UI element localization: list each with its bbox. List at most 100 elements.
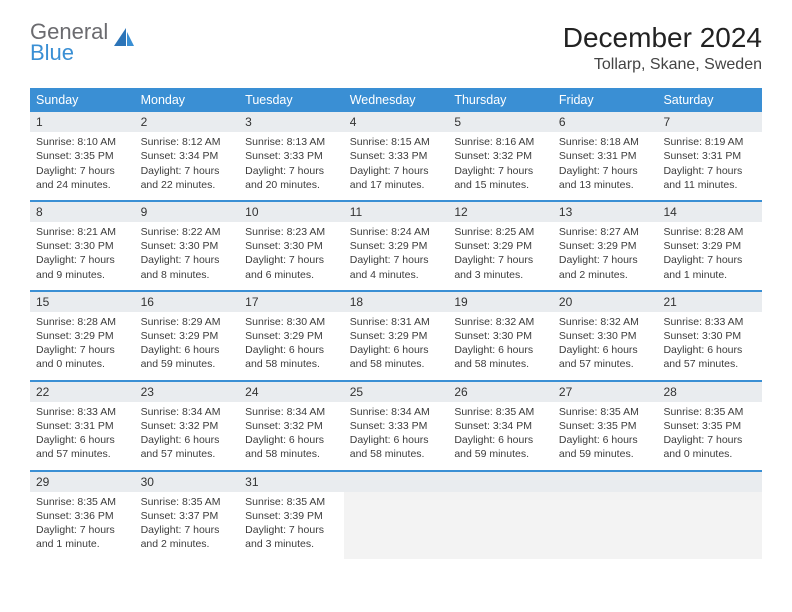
sunrise-text: Sunrise: 8:35 AM xyxy=(245,495,338,509)
sunset-text: Sunset: 3:33 PM xyxy=(350,149,443,163)
daylight-line2: and 57 minutes. xyxy=(141,447,234,461)
daylight-line2: and 6 minutes. xyxy=(245,268,338,282)
day-number: 8 xyxy=(30,202,135,222)
daylight-line1: Daylight: 7 hours xyxy=(350,253,443,267)
sunrise-text: Sunrise: 8:27 AM xyxy=(559,225,652,239)
daylight-line2: and 11 minutes. xyxy=(663,178,756,192)
sunset-text: Sunset: 3:31 PM xyxy=(36,419,129,433)
sunrise-text: Sunrise: 8:16 AM xyxy=(454,135,547,149)
daylight-line2: and 3 minutes. xyxy=(245,537,338,551)
daylight-line1: Daylight: 7 hours xyxy=(663,253,756,267)
daylight-line1: Daylight: 7 hours xyxy=(245,164,338,178)
daylight-line1: Daylight: 7 hours xyxy=(663,164,756,178)
day-number: 9 xyxy=(135,202,240,222)
calendar-day: 7 Sunrise: 8:19 AMSunset: 3:31 PMDaylight… xyxy=(657,112,762,200)
calendar: Sunday Monday Tuesday Wednesday Thursday… xyxy=(30,88,762,559)
location: Tollarp, Skane, Sweden xyxy=(563,56,762,74)
calendar-day: 29Sunrise: 8:35 AMSunset: 3:36 PMDayligh… xyxy=(30,472,135,560)
day-number-empty xyxy=(553,472,658,492)
sunrise-text: Sunrise: 8:13 AM xyxy=(245,135,338,149)
daylight-line2: and 58 minutes. xyxy=(454,357,547,371)
daylight-line1: Daylight: 6 hours xyxy=(245,343,338,357)
day-number: 12 xyxy=(448,202,553,222)
daylight-line2: and 59 minutes. xyxy=(454,447,547,461)
daylight-line2: and 3 minutes. xyxy=(454,268,547,282)
sunset-text: Sunset: 3:35 PM xyxy=(559,419,652,433)
daylight-line2: and 58 minutes. xyxy=(350,447,443,461)
sunrise-text: Sunrise: 8:32 AM xyxy=(454,315,547,329)
sunset-text: Sunset: 3:34 PM xyxy=(454,419,547,433)
daylight-line2: and 24 minutes. xyxy=(36,178,129,192)
daylight-line1: Daylight: 7 hours xyxy=(141,253,234,267)
calendar-day: 9Sunrise: 8:22 AMSunset: 3:30 PMDaylight… xyxy=(135,202,240,290)
day-number: 19 xyxy=(448,292,553,312)
daylight-line2: and 22 minutes. xyxy=(141,178,234,192)
calendar-day: 4Sunrise: 8:15 AMSunset: 3:33 PMDaylight… xyxy=(344,112,449,200)
calendar-day: 17Sunrise: 8:30 AMSunset: 3:29 PMDayligh… xyxy=(239,292,344,380)
calendar-day: 24Sunrise: 8:34 AMSunset: 3:32 PMDayligh… xyxy=(239,382,344,470)
sunset-text: Sunset: 3:30 PM xyxy=(454,329,547,343)
daylight-line1: Daylight: 7 hours xyxy=(559,253,652,267)
brand-bottom: Blue xyxy=(30,43,108,64)
daylight-line2: and 57 minutes. xyxy=(559,357,652,371)
daylight-line1: Daylight: 6 hours xyxy=(454,343,547,357)
sunrise-text: Sunrise: 8:29 AM xyxy=(141,315,234,329)
calendar-day: 15Sunrise: 8:28 AMSunset: 3:29 PMDayligh… xyxy=(30,292,135,380)
sunrise-text: Sunrise: 8:23 AM xyxy=(245,225,338,239)
calendar-day: 2Sunrise: 8:12 AMSunset: 3:34 PMDaylight… xyxy=(135,112,240,200)
daylight-line2: and 9 minutes. xyxy=(36,268,129,282)
day-number: 16 xyxy=(135,292,240,312)
calendar-day: 27Sunrise: 8:35 AMSunset: 3:35 PMDayligh… xyxy=(553,382,658,470)
day-number: 11 xyxy=(344,202,449,222)
calendar-day: 25Sunrise: 8:34 AMSunset: 3:33 PMDayligh… xyxy=(344,382,449,470)
day-number: 23 xyxy=(135,382,240,402)
sunset-text: Sunset: 3:29 PM xyxy=(36,329,129,343)
weekday-col-sun: Sunday xyxy=(30,88,135,112)
daylight-line2: and 17 minutes. xyxy=(350,178,443,192)
sunrise-text: Sunrise: 8:35 AM xyxy=(141,495,234,509)
daylight-line1: Daylight: 6 hours xyxy=(141,343,234,357)
sunset-text: Sunset: 3:29 PM xyxy=(350,329,443,343)
day-number-empty xyxy=(657,472,762,492)
sunset-text: Sunset: 3:34 PM xyxy=(141,149,234,163)
day-number: 4 xyxy=(344,112,449,132)
daylight-line2: and 1 minute. xyxy=(36,537,129,551)
sunset-text: Sunset: 3:32 PM xyxy=(245,419,338,433)
day-number: 1 xyxy=(30,112,135,132)
sunset-text: Sunset: 3:30 PM xyxy=(663,329,756,343)
sunrise-text: Sunrise: 8:35 AM xyxy=(559,405,652,419)
sunrise-text: Sunrise: 8:10 AM xyxy=(36,135,129,149)
sunrise-text: Sunrise: 8:34 AM xyxy=(350,405,443,419)
day-number: 15 xyxy=(30,292,135,312)
daylight-line1: Daylight: 6 hours xyxy=(36,433,129,447)
calendar-week: 22Sunrise: 8:33 AMSunset: 3:31 PMDayligh… xyxy=(30,380,762,470)
sunset-text: Sunset: 3:31 PM xyxy=(663,149,756,163)
day-number: 29 xyxy=(30,472,135,492)
daylight-line1: Daylight: 7 hours xyxy=(245,253,338,267)
sunrise-text: Sunrise: 8:19 AM xyxy=(663,135,756,149)
sunrise-text: Sunrise: 8:28 AM xyxy=(36,315,129,329)
day-number: 18 xyxy=(344,292,449,312)
sunrise-text: Sunrise: 8:28 AM xyxy=(663,225,756,239)
daylight-line1: Daylight: 7 hours xyxy=(454,253,547,267)
daylight-line2: and 57 minutes. xyxy=(663,357,756,371)
weekday-col-mon: Monday xyxy=(135,88,240,112)
daylight-line1: Daylight: 6 hours xyxy=(559,433,652,447)
sunrise-text: Sunrise: 8:22 AM xyxy=(141,225,234,239)
daylight-line1: Daylight: 7 hours xyxy=(141,523,234,537)
sunrise-text: Sunrise: 8:15 AM xyxy=(350,135,443,149)
sunrise-text: Sunrise: 8:12 AM xyxy=(141,135,234,149)
day-number: 21 xyxy=(657,292,762,312)
day-number: 7 xyxy=(657,112,762,132)
calendar-day: 16Sunrise: 8:29 AMSunset: 3:29 PMDayligh… xyxy=(135,292,240,380)
day-number: 10 xyxy=(239,202,344,222)
daylight-line2: and 15 minutes. xyxy=(454,178,547,192)
daylight-line2: and 0 minutes. xyxy=(36,357,129,371)
day-number: 17 xyxy=(239,292,344,312)
sunrise-text: Sunrise: 8:24 AM xyxy=(350,225,443,239)
sunset-text: Sunset: 3:36 PM xyxy=(36,509,129,523)
calendar-week: 8Sunrise: 8:21 AMSunset: 3:30 PMDaylight… xyxy=(30,200,762,290)
day-number: 28 xyxy=(657,382,762,402)
daylight-line1: Daylight: 6 hours xyxy=(141,433,234,447)
sunset-text: Sunset: 3:35 PM xyxy=(36,149,129,163)
